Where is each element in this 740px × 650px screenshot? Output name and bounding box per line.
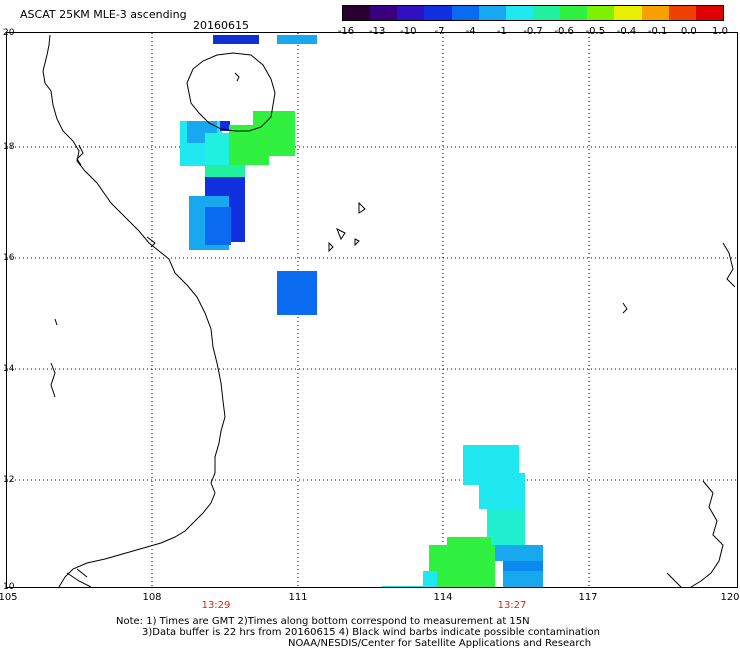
colorbar-label: -0.5	[585, 26, 606, 37]
note-line-3: NOAA/NESDIS/Center for Satellite Applica…	[288, 638, 592, 649]
colorbar-label: -0.1	[647, 26, 668, 37]
time-label-1: 13:29	[201, 600, 231, 611]
colorbar-segment	[343, 6, 371, 20]
data-cell	[205, 133, 231, 168]
colorbar-segment	[614, 6, 642, 20]
data-cell	[205, 207, 231, 245]
colorbar-segment	[641, 6, 669, 20]
latitude-label: 18	[3, 142, 15, 152]
colorbar	[342, 5, 724, 21]
data-cell	[487, 509, 525, 549]
data-cell	[479, 473, 525, 509]
data-cell	[429, 545, 495, 587]
colorbar-label: -0.4	[616, 26, 637, 37]
latitude-label: 16	[3, 253, 15, 263]
note-line-2: 3)Data buffer is 22 hrs from 20160615 4)…	[142, 627, 600, 638]
map-date: 20160615	[193, 19, 249, 32]
colorbar-segment	[424, 6, 452, 20]
colorbar-segment	[668, 6, 696, 20]
latitude-label: 14	[3, 364, 15, 374]
data-cell	[213, 35, 259, 44]
swath-cells	[180, 35, 543, 587]
colorbar-segment	[587, 6, 615, 20]
longitude-label: 111	[288, 592, 308, 603]
colorbar-label: -4	[465, 26, 476, 37]
data-cell	[253, 111, 295, 156]
longitude-label: 114	[433, 592, 453, 603]
coastline	[42, 34, 736, 587]
map-svg	[7, 33, 737, 587]
colorbar-label: -0.7	[523, 26, 543, 37]
colorbar-segment	[532, 6, 561, 20]
longitude-label: 120	[720, 592, 740, 603]
longitude-label: 105	[0, 592, 18, 603]
note-line-1: Note: 1) Times are GMT 2)Times along bot…	[116, 616, 530, 627]
map-title: ASCAT 25KM MLE-3 ascending	[20, 8, 187, 21]
colorbar-label: -7	[434, 26, 445, 37]
colorbar-label: 1.0	[712, 26, 728, 37]
colorbar-segment	[370, 6, 398, 20]
data-cell	[503, 561, 543, 571]
data-cell	[277, 35, 317, 44]
colorbar-segment	[478, 6, 506, 20]
time-label-2: 13:27	[497, 600, 527, 611]
colorbar-label: 0.0	[680, 26, 697, 37]
data-cell	[220, 121, 230, 131]
colorbar-segment	[505, 6, 533, 20]
colorbar-label: -13	[368, 26, 386, 37]
colorbar-label: -10	[400, 26, 417, 37]
data-cell	[205, 165, 245, 177]
data-cell	[382, 586, 426, 587]
longitude-label: 108	[142, 592, 162, 603]
colorbar-segment	[695, 6, 723, 20]
longitude-label: 117	[578, 592, 598, 603]
latitude-label: 10	[3, 582, 15, 592]
colorbar-label: -0.6	[554, 26, 574, 37]
data-cell	[277, 271, 317, 315]
latitude-label: 20	[3, 28, 15, 38]
grid	[7, 33, 737, 587]
data-cell	[447, 537, 491, 549]
data-cell	[423, 571, 437, 587]
map-frame	[6, 32, 738, 588]
latitude-label: 12	[3, 475, 15, 485]
colorbar-label: -16	[337, 26, 355, 37]
colorbar-segment	[560, 6, 588, 20]
colorbar-segment	[397, 6, 425, 20]
colorbar-segment	[451, 6, 479, 20]
colorbar-label: -1	[496, 26, 507, 37]
